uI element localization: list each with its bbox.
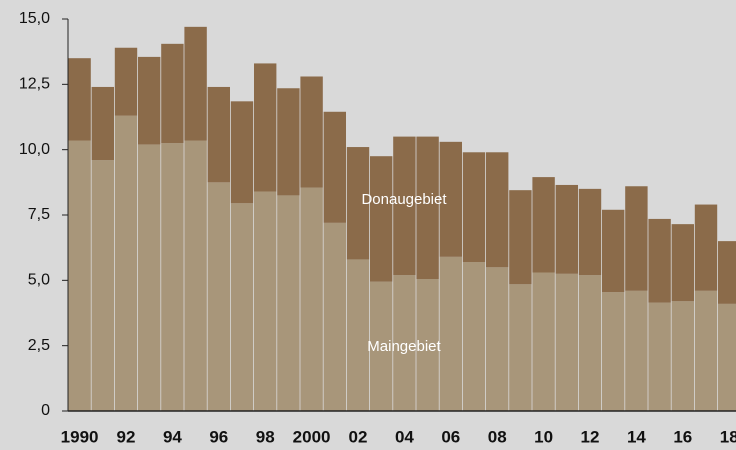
y-tick-label: 12,5 bbox=[19, 76, 50, 93]
bar-segment bbox=[718, 303, 736, 411]
bar-segment bbox=[648, 218, 671, 303]
series-label: Maingebiet bbox=[367, 338, 441, 355]
bar-segment bbox=[625, 186, 648, 291]
bar-segment bbox=[207, 182, 230, 411]
y-tick-label: 5,0 bbox=[28, 272, 50, 289]
x-tick-label: 08 bbox=[488, 427, 507, 446]
bar-segment bbox=[555, 273, 578, 411]
bar-segment bbox=[532, 272, 555, 411]
y-tick-label: 2,5 bbox=[28, 337, 50, 354]
series-label: Donaugebiet bbox=[361, 191, 447, 208]
x-tick-label: 98 bbox=[256, 427, 275, 446]
bar-segment bbox=[254, 191, 277, 411]
bar-segment bbox=[486, 267, 509, 411]
bar-segment bbox=[718, 241, 736, 304]
bar-segment bbox=[602, 292, 625, 411]
bar-segment bbox=[648, 302, 671, 411]
bar-segment bbox=[346, 259, 370, 411]
bar-segment bbox=[68, 140, 91, 411]
bar-segment bbox=[416, 136, 439, 280]
plot bbox=[68, 26, 736, 412]
bar-segment bbox=[300, 76, 323, 188]
bar-segment bbox=[671, 301, 694, 411]
bar-segment bbox=[578, 275, 602, 411]
bar-segment bbox=[439, 256, 462, 411]
x-tick-label: 02 bbox=[349, 427, 368, 446]
bar-segment bbox=[277, 195, 300, 411]
x-tick-label: 1990 bbox=[61, 427, 99, 446]
bar-segment bbox=[671, 224, 694, 302]
x-tick-label: 10 bbox=[534, 427, 553, 446]
bar-segment bbox=[138, 144, 161, 411]
bar-segment bbox=[694, 290, 718, 411]
x-tick-label: 06 bbox=[441, 427, 460, 446]
x-tick-label: 96 bbox=[209, 427, 228, 446]
bar-segment bbox=[602, 209, 625, 293]
x-tick-label: 16 bbox=[673, 427, 692, 446]
bar-segment bbox=[161, 43, 184, 144]
y-tick-label: 0 bbox=[41, 402, 50, 419]
bar-segment bbox=[462, 152, 486, 263]
bar-segment bbox=[509, 190, 532, 285]
bar-segment bbox=[393, 136, 416, 276]
bar-segment bbox=[277, 88, 300, 196]
bar-segment bbox=[207, 86, 230, 183]
bar-segment bbox=[578, 188, 602, 276]
bar-segment bbox=[91, 86, 114, 161]
bar-segment bbox=[370, 281, 393, 411]
bar-segment bbox=[393, 275, 416, 411]
bar-segment bbox=[161, 143, 184, 411]
bar-segment bbox=[346, 147, 370, 260]
x-tick-label: 94 bbox=[163, 427, 182, 446]
bar-segment bbox=[184, 26, 207, 141]
x-tick-label: 2000 bbox=[293, 427, 331, 446]
bar-segment bbox=[323, 222, 346, 411]
bar-segment bbox=[91, 160, 114, 411]
bar-segment bbox=[486, 152, 509, 268]
bar-segment bbox=[439, 141, 462, 257]
y-tick-label: 7,5 bbox=[28, 206, 50, 223]
y-tick-label: 10,0 bbox=[19, 141, 50, 158]
bar-segment bbox=[462, 262, 486, 411]
x-tick-label: 18 bbox=[720, 427, 736, 446]
bar-segment bbox=[300, 187, 323, 411]
bar-segment bbox=[416, 279, 439, 411]
bar-segment bbox=[532, 177, 555, 273]
bar-segment bbox=[694, 204, 718, 291]
bar-segment bbox=[184, 140, 207, 411]
x-tick-label: 92 bbox=[117, 427, 136, 446]
bar-segment bbox=[509, 284, 532, 411]
bar-segment bbox=[323, 111, 346, 223]
bar-segment bbox=[138, 56, 161, 145]
bar-segment bbox=[555, 184, 578, 274]
bar-segment bbox=[230, 203, 254, 411]
bar-segment bbox=[254, 63, 277, 192]
y-tick-label: 15,0 bbox=[19, 10, 50, 27]
x-tick-label: 04 bbox=[395, 427, 414, 446]
bar-segment bbox=[625, 290, 648, 411]
bar-segment bbox=[370, 156, 393, 282]
bar-segment bbox=[114, 115, 138, 412]
bar-segment bbox=[230, 101, 254, 204]
x-tick-label: 12 bbox=[581, 427, 600, 446]
x-tick-label: 14 bbox=[627, 427, 646, 446]
bar-segment bbox=[114, 47, 138, 116]
bar-segment bbox=[68, 58, 91, 141]
